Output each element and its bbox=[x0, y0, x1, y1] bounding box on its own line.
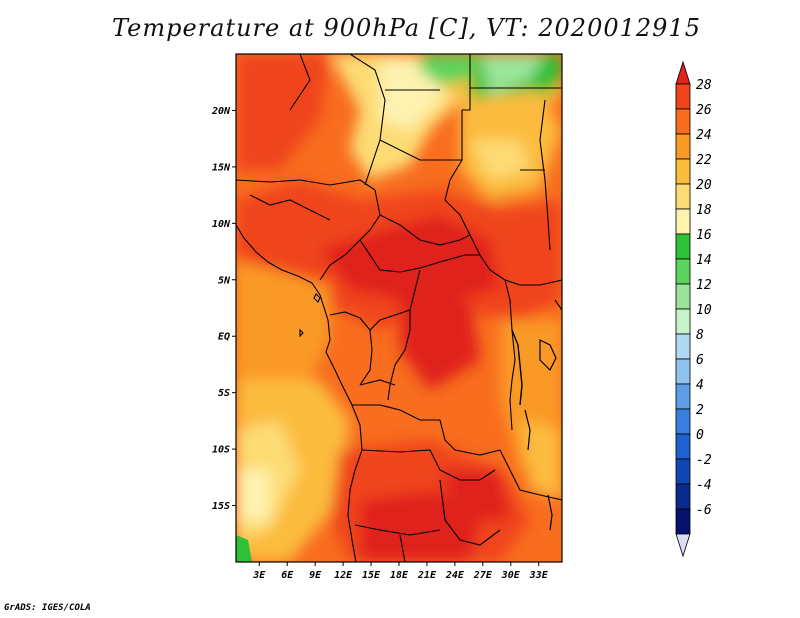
colorbar-swatch bbox=[675, 158, 691, 185]
colorbar-level-label: 0 bbox=[696, 428, 704, 443]
lon-tick-label: 30E bbox=[501, 570, 521, 581]
colorbar-swatch bbox=[675, 208, 691, 235]
colorbar-level-label: 26 bbox=[696, 103, 712, 118]
colorbar-level-label: 20 bbox=[696, 178, 712, 193]
lon-tick-label: 21E bbox=[417, 570, 437, 581]
lat-tick-label: 5N bbox=[218, 275, 231, 286]
colorbar-level-label: 18 bbox=[696, 203, 712, 218]
colorbar-swatch bbox=[675, 258, 691, 285]
colorbar-swatch bbox=[675, 283, 691, 310]
colorbar-swatch bbox=[675, 308, 691, 335]
temperature-field bbox=[236, 54, 562, 562]
colorbar-level-label: 24 bbox=[696, 128, 712, 143]
lon-tick-label: 12E bbox=[334, 570, 353, 581]
colorbar-swatch bbox=[675, 358, 691, 385]
lon-tick-label: 27E bbox=[473, 570, 493, 581]
colorbar-level-label: 12 bbox=[696, 278, 712, 293]
colorbar-swatch bbox=[675, 508, 691, 535]
lat-tick-label: 15S bbox=[212, 501, 230, 512]
colorbar-level-label: 10 bbox=[696, 303, 712, 318]
lat-tick-label: 10S bbox=[212, 445, 230, 456]
colorbar-level-label: 28 bbox=[696, 78, 712, 93]
country-borders bbox=[236, 54, 562, 562]
colorbar-swatch bbox=[675, 408, 691, 435]
lon-tick-label: 33E bbox=[529, 570, 549, 581]
lon-tick-label: 24E bbox=[445, 570, 465, 581]
longitude-axis: 3E 6E 9E 12E 15E 18E 21E 24E 27E 30E 33E bbox=[252, 562, 549, 581]
colorbar-swatch bbox=[675, 433, 691, 460]
colorbar-swatch bbox=[675, 133, 691, 160]
chart-title: Temperature at 900hPa [C], VT: 202001291… bbox=[112, 14, 701, 42]
colorbar-level-label: 6 bbox=[696, 353, 704, 368]
colorbar-swatch bbox=[675, 83, 691, 110]
lat-tick-label: 20N bbox=[211, 106, 231, 117]
lat-tick-label: 10N bbox=[212, 219, 231, 230]
lon-tick-label: 9E bbox=[309, 570, 322, 581]
colorbar-min-triangle bbox=[675, 533, 691, 558]
lon-tick-label: 6E bbox=[281, 570, 294, 581]
lon-tick-label: 3E bbox=[252, 570, 266, 581]
latitude-axis: 20N 15N 10N 5N EQ 5S 10S 15S bbox=[211, 106, 236, 512]
colorbar-level-label: -4 bbox=[696, 478, 712, 493]
lat-tick-label: 15N bbox=[212, 162, 231, 173]
colorbar-swatch bbox=[675, 458, 691, 485]
colorbar-level-label: 16 bbox=[696, 228, 712, 243]
colorbar-level-label: 2 bbox=[696, 403, 704, 418]
colorbar-swatch bbox=[675, 183, 691, 210]
lon-tick-label: 18E bbox=[390, 570, 409, 581]
colorbar-swatch bbox=[675, 233, 691, 260]
lat-tick-label: EQ bbox=[218, 332, 230, 343]
colorbar-swatch bbox=[675, 108, 691, 135]
colorbar-swatch bbox=[675, 483, 691, 510]
footer-credit: GrADS: IGES/COLA bbox=[4, 603, 91, 613]
colorbar-level-label: -6 bbox=[696, 503, 712, 518]
colorbar-level-label: 14 bbox=[696, 253, 712, 268]
colorbar-level-label: 22 bbox=[696, 153, 712, 168]
colorbar-max-triangle bbox=[675, 60, 691, 85]
colorbar-level-label: 4 bbox=[696, 378, 704, 393]
lat-tick-label: 5S bbox=[218, 388, 230, 399]
colorbar-level-label: 8 bbox=[696, 328, 704, 343]
colorbar-level-label: -2 bbox=[696, 453, 712, 468]
lon-tick-label: 15E bbox=[362, 570, 381, 581]
colorbar-swatch bbox=[675, 333, 691, 360]
colorbar-swatch bbox=[675, 383, 691, 410]
